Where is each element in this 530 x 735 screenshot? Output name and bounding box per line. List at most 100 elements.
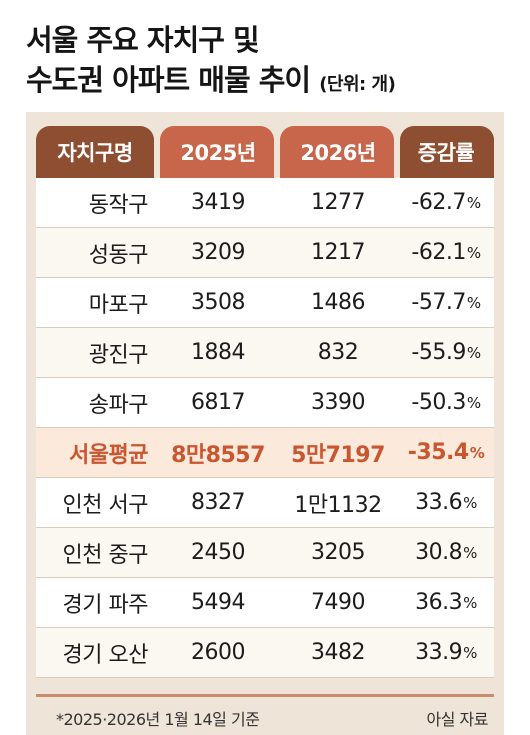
table-row: 성동구 3209 1217 -62.1% [36,228,494,278]
value-2026-cell: 1217 [278,228,398,277]
change-cell-text: -57.7 [411,290,466,315]
district-cell: 성동구 [36,228,158,277]
title-block: 서울 주요 자치구 및 수도권 아파트 매물 추이 (단위: 개) [26,20,516,105]
value-2026-cell: 3482 [278,628,398,677]
value-2026-cell-text: 1277 [311,190,366,215]
value-2025-cell-text: 3419 [191,190,246,215]
header-cell-bg-district [36,126,154,178]
table-row: 인천 서구 8327 1만1132 33.6% [36,478,494,528]
value-2026-cell: 5만7197 [278,428,398,477]
value-2026-cell-text: 7490 [311,590,366,615]
value-2026-cell-text: 1217 [311,240,366,265]
value-2026-cell-text: 1만1132 [294,492,382,518]
value-2025-cell: 3419 [158,178,278,227]
header-change: 증감률 [417,141,475,165]
value-2025-cell-text: 1884 [191,340,246,365]
value-2025-cell-text: 2450 [191,540,246,565]
percent-unit: % [466,343,481,362]
change-cell-text: -50.3 [411,390,466,415]
change-cell: -50.3% [398,378,494,427]
value-2026-cell: 7490 [278,578,398,627]
value-2025-cell-text: 2600 [191,640,246,665]
value-2026-cell-text: 3205 [311,540,366,565]
table-body: 동작구 3419 1277 -62.7% 성동구 3209 1217 -62.1% 마포구 350… [36,178,494,678]
value-2026-cell-text: 832 [317,340,359,365]
value-2025-cell: 8327 [158,478,278,527]
value-2025-cell: 2450 [158,528,278,577]
district-cell-text: 광진구 [88,342,149,368]
district-cell-text: 인천 중구 [62,542,149,568]
district-cell: 광진구 [36,328,158,377]
district-cell: 인천 서구 [36,478,158,527]
percent-unit: % [466,193,481,212]
change-cell: -57.7% [398,278,494,327]
district-cell-text: 마포구 [88,292,149,318]
value-2025-cell: 3508 [158,278,278,327]
value-2026-cell: 1만1132 [278,478,398,527]
value-2025-cell: 6817 [158,378,278,427]
value-2026-cell-text: 3390 [311,390,366,415]
change-cell-text: -62.7 [411,190,466,215]
district-cell: 마포구 [36,278,158,327]
value-2025-cell: 1884 [158,328,278,377]
header-district: 자치구명 [57,141,133,165]
district-cell-text: 성동구 [88,242,149,268]
change-cell: 30.8% [398,528,494,577]
percent-unit: % [463,593,477,612]
table-panel: 자치구명 2025년 2026년 증감률 동작구 3419 1277 -62.7% 성동… [26,112,504,735]
value-2026-cell: 3205 [278,528,398,577]
value-2026-cell: 832 [278,328,398,377]
listing-table: 자치구명 2025년 2026년 증감률 동작구 3419 1277 -62.7% 성동… [36,126,494,678]
footnote: *2025·2026년 1월 14일 기준 [56,710,260,729]
percent-unit: % [463,493,477,512]
title-line-2: 수도권 아파트 매물 추이 (단위: 개) [26,60,516,105]
district-cell: 경기 파주 [36,578,158,627]
change-cell-text: -55.9 [411,340,466,365]
change-cell: 33.9% [398,628,494,677]
table-row: 광진구 1884 832 -55.9% [36,328,494,378]
percent-unit: % [466,243,481,262]
table-row: 송파구 6817 3390 -50.3% [36,378,494,428]
table-row: 경기 오산 2600 3482 33.9% [36,628,494,678]
change-cell-text: -35.4 [407,440,469,465]
change-cell-text: 36.3 [415,590,463,615]
table-bottom-rule [36,694,494,697]
percent-unit: % [469,443,485,462]
value-2026-cell: 3390 [278,378,398,427]
table-row: 마포구 3508 1486 -57.7% [36,278,494,328]
source-credit: 아실 자료 [426,710,489,729]
unit-label: (단위: 개) [319,74,396,95]
district-cell: 서울평균 [36,428,158,477]
change-cell: 33.6% [398,478,494,527]
value-2026-cell: 1486 [278,278,398,327]
district-cell: 인천 중구 [36,528,158,577]
percent-unit: % [466,393,481,412]
change-cell: -62.1% [398,228,494,277]
value-2025-cell-text: 3209 [191,240,246,265]
title-line-2-text: 수도권 아파트 매물 추이 [26,63,311,97]
district-cell-text: 송파구 [88,392,149,418]
value-2026-cell-text: 1486 [311,290,366,315]
table-row: 경기 파주 5494 7490 36.3% [36,578,494,628]
change-cell-text: -62.1 [411,240,466,265]
change-cell: -55.9% [398,328,494,377]
header-cell-bg-2025 [160,126,274,178]
change-cell-text: 30.8 [415,540,463,565]
percent-unit: % [463,643,477,662]
percent-unit: % [466,293,481,312]
district-cell: 경기 오산 [36,628,158,677]
change-cell: -35.4% [398,428,494,477]
percent-unit: % [463,543,477,562]
value-2025-cell: 2600 [158,628,278,677]
header-2026: 2026년 [300,141,376,165]
value-2025-cell-text: 6817 [191,390,246,415]
value-2026-cell-text: 3482 [311,640,366,665]
district-cell-text: 동작구 [88,192,149,218]
district-cell-text: 서울평균 [69,442,148,468]
header-cell-bg-2026 [280,126,394,178]
value-2025-cell: 8만8557 [158,428,278,477]
district-cell-text: 인천 서구 [62,492,149,518]
table-row: 서울평균 8만8557 5만7197 -35.4% [36,428,494,478]
change-cell: -62.7% [398,178,494,227]
title-line-1: 서울 주요 자치구 및 [26,23,260,57]
